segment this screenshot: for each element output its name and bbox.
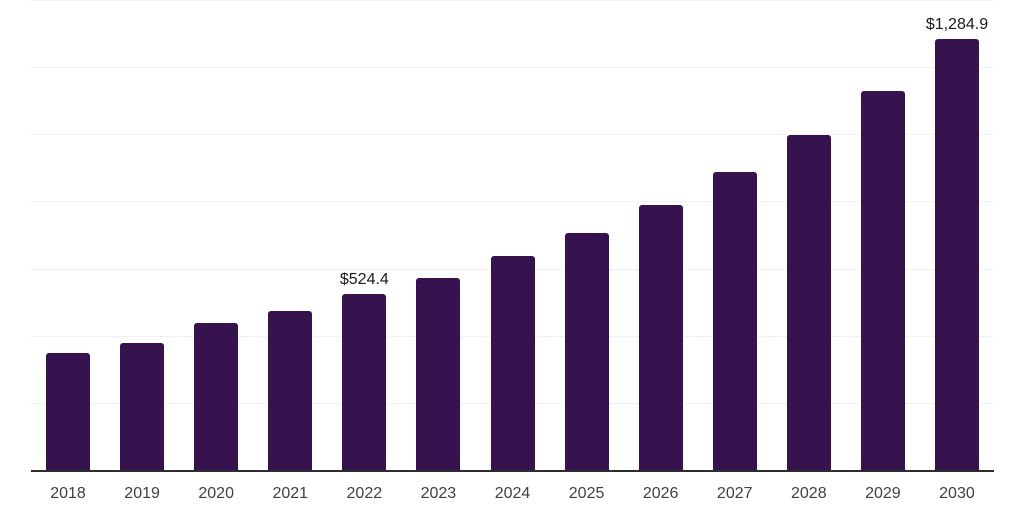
gridline-1000 (31, 134, 994, 136)
x-tick-2030: 2030 (939, 485, 975, 502)
gridline-1400 (31, 0, 994, 1)
x-tick-2023: 2023 (420, 485, 457, 502)
x-tick-2022: 2022 (346, 485, 383, 502)
x-tick-2021: 2021 (272, 485, 309, 502)
x-tick-2024: 2024 (494, 485, 531, 502)
bar-2027 (712, 171, 757, 470)
x-tick-2025: 2025 (568, 485, 605, 502)
bar-2022 (342, 293, 387, 470)
bar-2029 (860, 91, 905, 470)
x-tick-2027: 2027 (716, 485, 753, 502)
x-tick-2028: 2028 (791, 485, 827, 502)
bar-2019 (120, 343, 165, 470)
bar-2030 (934, 38, 979, 470)
bar-2028 (786, 134, 831, 470)
bar-2025 (564, 232, 609, 470)
x-tick-2018: 2018 (50, 485, 86, 502)
x-axis-line (31, 470, 994, 472)
bar-value-label-2022: $524.4 (339, 270, 389, 288)
gridline-800 (31, 201, 994, 203)
bar-2023 (416, 277, 461, 470)
bar-2021 (268, 310, 313, 470)
bar-value-label-2030: $1,284.9 (925, 15, 989, 33)
x-tick-2019: 2019 (124, 485, 160, 502)
gridline-1200 (31, 67, 994, 69)
bar-2026 (638, 205, 683, 470)
x-tick-2026: 2026 (642, 485, 679, 502)
bar-2018 (46, 352, 91, 470)
x-tick-2020: 2020 (198, 485, 234, 502)
x-tick-2029: 2029 (865, 485, 901, 502)
bar-2024 (490, 255, 535, 470)
bar-2020 (194, 322, 239, 470)
